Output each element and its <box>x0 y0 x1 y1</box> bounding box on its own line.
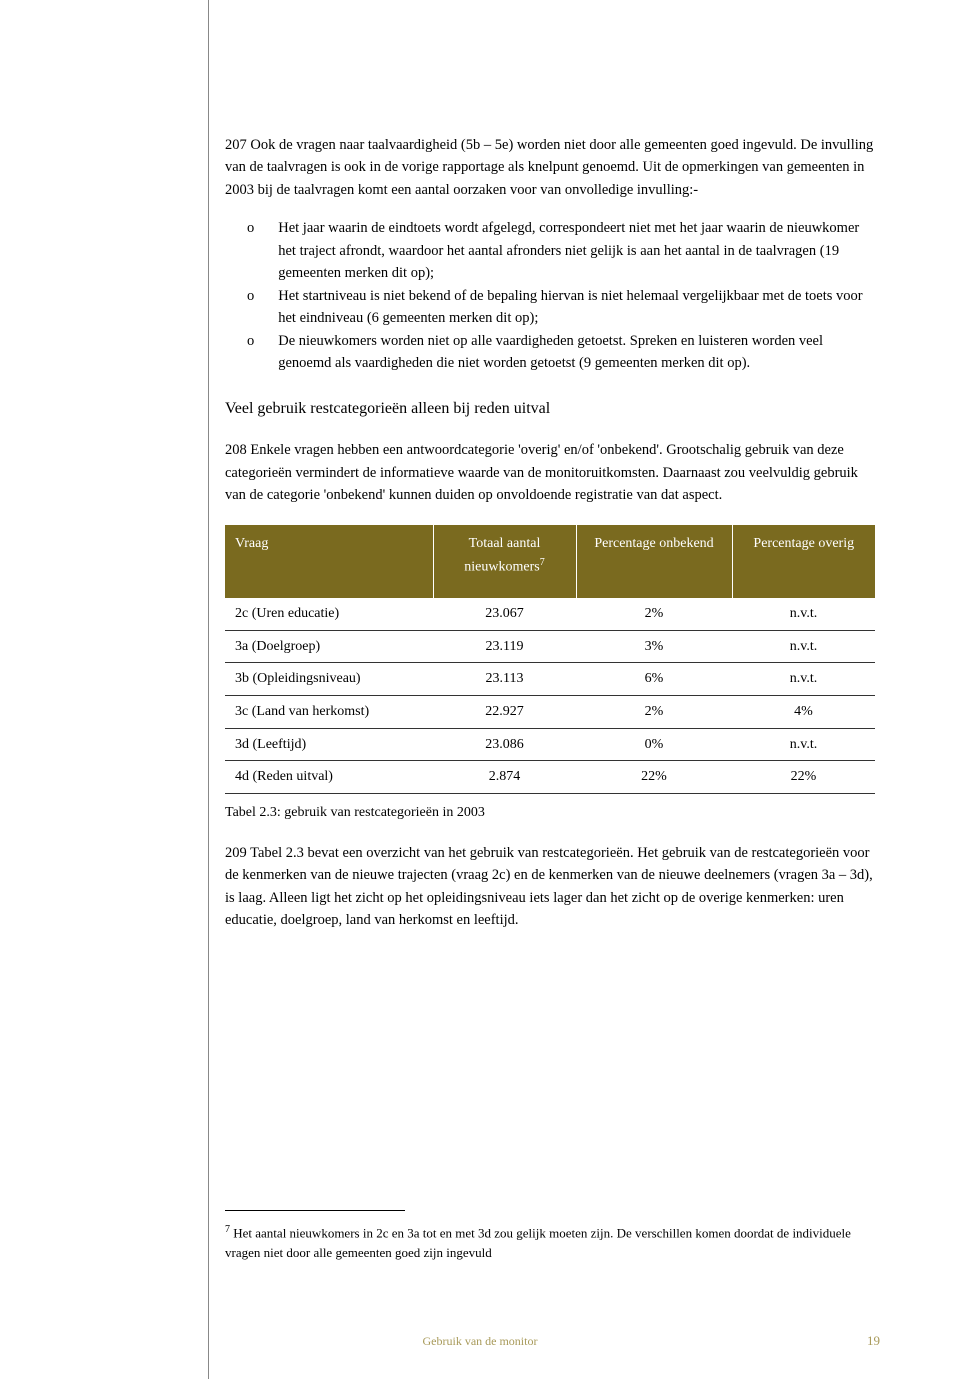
th-totaal: Totaal aantal nieuwkomers7 <box>433 525 576 598</box>
cell: 22.927 <box>433 695 576 728</box>
footer-title: Gebruik van de monitor <box>0 1334 960 1349</box>
th-vraag: Vraag <box>225 525 433 598</box>
bullet-marker: o <box>247 330 254 375</box>
bullet-item: o Het startniveau is niet bekend of de b… <box>247 285 875 330</box>
cell: 3b (Opleidingsniveau) <box>225 663 433 696</box>
table-caption: Tabel 2.3: gebruik van restcategorieën i… <box>225 802 875 824</box>
bullet-text: De nieuwkomers worden niet op alle vaard… <box>278 330 875 375</box>
cell: n.v.t. <box>732 728 875 761</box>
bullet-item: o Het jaar waarin de eindtoets wordt afg… <box>247 217 875 284</box>
page-content: 207 Ook de vragen naar taalvaardigheid (… <box>225 134 875 948</box>
bullet-item: o De nieuwkomers worden niet op alle vaa… <box>247 330 875 375</box>
cell: 3a (Doelgroep) <box>225 630 433 663</box>
cell: 23.113 <box>433 663 576 696</box>
cell: 2c (Uren educatie) <box>225 598 433 630</box>
table-header: Vraag Totaal aantal nieuwkomers7 Percent… <box>225 525 875 598</box>
cell: 0% <box>576 728 732 761</box>
cell: 22% <box>576 761 732 794</box>
restcategorie-table: Vraag Totaal aantal nieuwkomers7 Percent… <box>225 525 875 794</box>
cell: 3% <box>576 630 732 663</box>
table-row: 3c (Land van herkomst) 22.927 2% 4% <box>225 695 875 728</box>
paragraph-209: 209 Tabel 2.3 bevat een overzicht van he… <box>225 842 875 932</box>
cell: 4% <box>732 695 875 728</box>
cell: n.v.t. <box>732 663 875 696</box>
table-row: 3d (Leeftijd) 23.086 0% n.v.t. <box>225 728 875 761</box>
table-row: 4d (Reden uitval) 2.874 22% 22% <box>225 761 875 794</box>
bullet-marker: o <box>247 217 254 284</box>
bullet-text: Het jaar waarin de eindtoets wordt afgel… <box>278 217 875 284</box>
th-onbekend: Percentage onbekend <box>576 525 732 598</box>
cell: 22% <box>732 761 875 794</box>
footnote-separator <box>225 1210 405 1211</box>
footnote: 7 Het aantal nieuwkomers in 2c en 3a tot… <box>225 1222 875 1262</box>
bullet-list: o Het jaar waarin de eindtoets wordt afg… <box>247 217 875 374</box>
vertical-rule <box>208 0 209 1379</box>
table-body: 2c (Uren educatie) 23.067 2% n.v.t. 3a (… <box>225 598 875 794</box>
cell: 23.119 <box>433 630 576 663</box>
cell: 3c (Land van herkomst) <box>225 695 433 728</box>
footnote-text: Het aantal nieuwkomers in 2c en 3a tot e… <box>225 1225 851 1260</box>
cell: 2% <box>576 598 732 630</box>
cell: 23.067 <box>433 598 576 630</box>
cell: 2.874 <box>433 761 576 794</box>
paragraph-207: 207 Ook de vragen naar taalvaardigheid (… <box>225 134 875 201</box>
paragraph-208: 208 Enkele vragen hebben een antwoordcat… <box>225 439 875 506</box>
table-row: 3b (Opleidingsniveau) 23.113 6% n.v.t. <box>225 663 875 696</box>
cell: 6% <box>576 663 732 696</box>
th-overig: Percentage overig <box>732 525 875 598</box>
page-number: 19 <box>867 1333 880 1349</box>
cell: 23.086 <box>433 728 576 761</box>
cell: n.v.t. <box>732 630 875 663</box>
table-row: 2c (Uren educatie) 23.067 2% n.v.t. <box>225 598 875 630</box>
cell: 2% <box>576 695 732 728</box>
subheading: Veel gebruik restcategorieën alleen bij … <box>225 397 875 422</box>
bullet-marker: o <box>247 285 254 330</box>
cell: 4d (Reden uitval) <box>225 761 433 794</box>
bullet-text: Het startniveau is niet bekend of de bep… <box>278 285 875 330</box>
cell: 3d (Leeftijd) <box>225 728 433 761</box>
table-row: 3a (Doelgroep) 23.119 3% n.v.t. <box>225 630 875 663</box>
cell: n.v.t. <box>732 598 875 630</box>
